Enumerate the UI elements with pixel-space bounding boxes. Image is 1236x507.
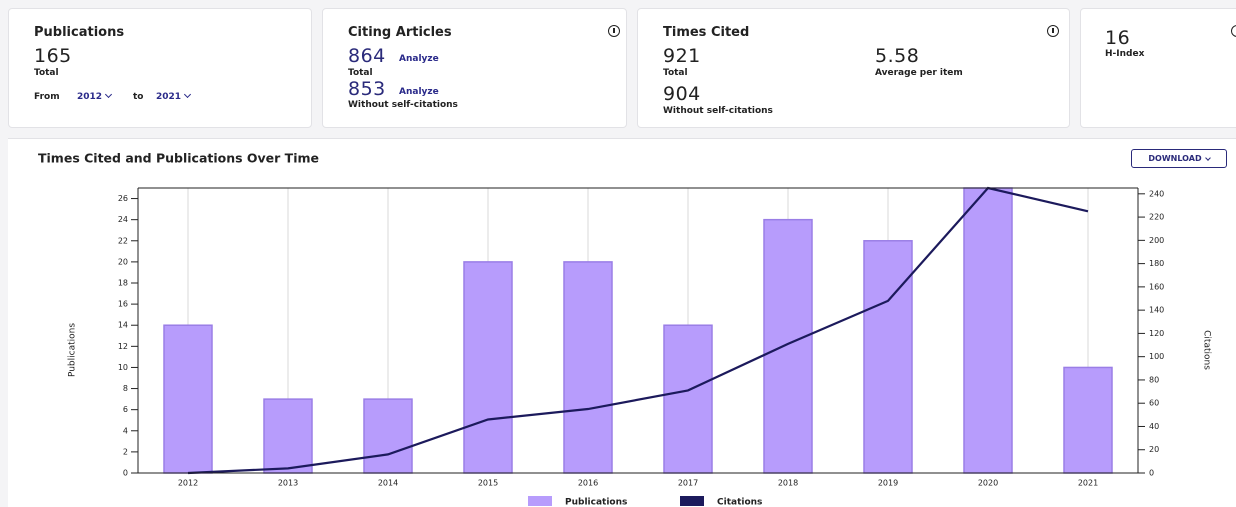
x-tick-label: 2021	[1078, 479, 1098, 488]
y-tick-label: 26	[118, 194, 128, 203]
x-tick-label: 2019	[878, 479, 898, 488]
card-value: 16	[1105, 27, 1131, 49]
bar	[863, 240, 913, 474]
y-tick-label: 20	[118, 257, 128, 266]
card-label: Total	[34, 68, 59, 78]
x-tick-label: 2015	[478, 479, 498, 488]
y2-tick-label: 160	[1149, 282, 1164, 291]
y2-tick-label: 20	[1149, 445, 1159, 454]
y-tick-label: 24	[118, 215, 128, 224]
card-title: Publications	[34, 25, 125, 40]
citing-card: Citing Articles 864 Analyze Total 853 An…	[322, 8, 627, 128]
from-label: From	[34, 92, 60, 102]
x-tick-label: 2020	[978, 479, 998, 488]
y-tick-label: 6	[123, 405, 128, 414]
legend-swatch	[528, 496, 552, 506]
y2-tick-label: 220	[1149, 213, 1164, 222]
legend-swatch	[680, 496, 704, 506]
line	[187, 186, 1089, 475]
analyze-link[interactable]: Analyze	[399, 87, 439, 97]
y2-tick-label: 240	[1149, 189, 1164, 198]
card-value: 853	[348, 78, 386, 100]
y2-tick-label: 180	[1149, 259, 1164, 268]
card-value: 864	[348, 45, 386, 67]
y-tick-label: 14	[118, 321, 128, 330]
card-value: 5.58	[875, 45, 920, 67]
x-tick-label: 2014	[378, 479, 398, 488]
publications-card: Publications 165 Total From 2012 to 2021	[8, 8, 312, 128]
y2-tick-label: 60	[1149, 399, 1159, 408]
card-label: Total	[348, 68, 373, 78]
bar	[1063, 366, 1113, 474]
card-label: Without self-citations	[663, 106, 773, 116]
info-icon[interactable]	[608, 25, 620, 37]
card-value: 921	[663, 45, 701, 67]
card-label: Total	[663, 68, 688, 78]
legend-label: Publications	[565, 498, 627, 507]
x-tick-label: 2017	[678, 479, 698, 488]
bar	[963, 187, 1013, 474]
y-tick-label: 16	[118, 300, 128, 309]
y-tick-label: 22	[118, 236, 128, 245]
info-icon[interactable]	[1047, 25, 1059, 37]
times-cited-card: Times Cited 921 Total 5.58 Average per i…	[637, 8, 1070, 128]
from-select[interactable]: 2012	[77, 90, 113, 102]
card-label: Without self-citations	[348, 100, 458, 110]
y2-tick-label: 120	[1149, 329, 1164, 338]
x-tick-label: 2016	[578, 479, 598, 488]
bar	[763, 218, 813, 474]
y2-tick-label: 100	[1149, 352, 1164, 361]
card-title: Citing Articles	[348, 25, 452, 40]
from-value: 2012	[77, 92, 103, 102]
y-tick-label: 10	[118, 363, 128, 372]
hindex-card: 16 H-Index	[1080, 8, 1236, 128]
download-button[interactable]: DOWNLOAD	[1131, 149, 1227, 168]
y2-tick-label: 0	[1149, 469, 1154, 478]
bar	[463, 261, 513, 474]
to-label: to	[133, 92, 144, 102]
y-tick-label: 2	[123, 447, 128, 456]
bar	[563, 261, 613, 474]
analyze-link[interactable]: Analyze	[399, 54, 439, 64]
card-label: H-Index	[1105, 49, 1145, 59]
bar	[263, 398, 313, 474]
x-tick-label: 2018	[778, 479, 798, 488]
y-axis-title: Publications	[68, 323, 78, 377]
y-tick-label: 8	[123, 384, 128, 393]
card-value: 165	[34, 45, 72, 67]
y2-tick-label: 200	[1149, 236, 1164, 245]
x-tick-label: 2013	[278, 479, 298, 488]
bar	[663, 324, 713, 474]
y2-axis-title: Citations	[1202, 330, 1212, 370]
chart-title: Times Cited and Publications Over Time	[38, 151, 319, 166]
legend-label: Citations	[717, 498, 762, 507]
to-value: 2021	[156, 92, 182, 102]
x-tick-label: 2012	[178, 479, 198, 488]
y-tick-label: 12	[118, 342, 128, 351]
download-label: DOWNLOAD	[1148, 154, 1202, 163]
bar	[163, 324, 213, 474]
y2-tick-label: 80	[1149, 375, 1159, 384]
card-title: Times Cited	[663, 25, 750, 40]
to-select[interactable]: 2021	[156, 90, 192, 102]
bar	[363, 398, 413, 474]
y-tick-label: 4	[123, 426, 128, 435]
y2-tick-label: 140	[1149, 306, 1164, 315]
y-tick-label: 18	[118, 279, 128, 288]
card-label: Average per item	[875, 68, 963, 78]
y-tick-label: 0	[123, 469, 128, 478]
card-value: 904	[663, 83, 701, 105]
y2-tick-label: 40	[1149, 422, 1159, 431]
